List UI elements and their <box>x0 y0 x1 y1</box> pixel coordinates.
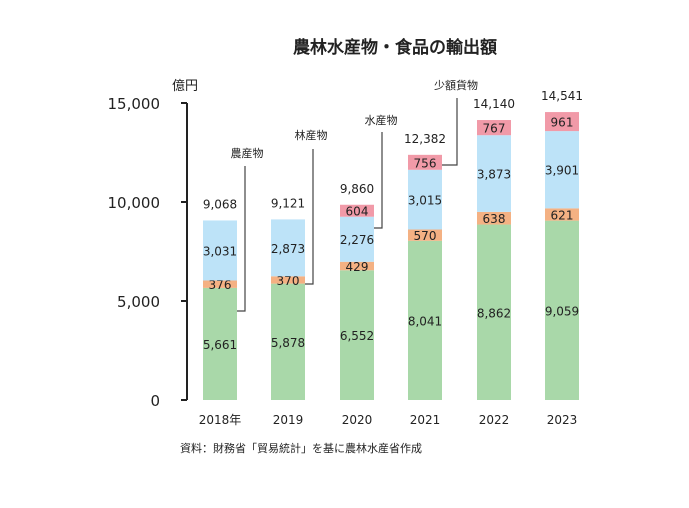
x-tick-label: 2021 <box>410 413 441 427</box>
data-label: 756 <box>414 156 437 170</box>
y-tick-label: 0 <box>150 392 160 410</box>
bar-segment <box>271 276 305 284</box>
legend-callout-line <box>442 98 458 166</box>
chart-title: 農林水産物・食品の輸出額 <box>293 37 497 58</box>
data-label: 8,862 <box>477 306 511 320</box>
data-label: 621 <box>551 208 574 222</box>
bar-segment <box>408 154 442 170</box>
y-tick-label: 10,000 <box>108 194 161 212</box>
data-label: 604 <box>346 205 369 219</box>
legend-callout-label: 農産物 <box>231 146 264 160</box>
bar-segment <box>477 120 511 136</box>
data-label: 370 <box>277 274 300 288</box>
bar-segment <box>203 280 237 288</box>
legend-callout-label: 林産物 <box>295 128 328 142</box>
legend-callout-line <box>374 132 383 229</box>
legend-callout-label: 少額貨物 <box>434 78 478 92</box>
data-label: 429 <box>346 260 369 274</box>
bar-segment <box>340 270 374 400</box>
bar-segment <box>545 220 579 400</box>
data-label: 767 <box>483 122 506 136</box>
x-tick-label: 2022 <box>479 413 510 427</box>
bar-segment <box>477 224 511 400</box>
bar-segment <box>408 240 442 400</box>
data-label: 5,878 <box>271 336 305 350</box>
data-label: 2,276 <box>340 233 374 247</box>
bar-segment <box>271 219 305 277</box>
data-label: 3,873 <box>477 168 511 182</box>
total-label: 9,860 <box>340 182 374 196</box>
data-label: 376 <box>209 278 232 292</box>
total-label: 12,382 <box>404 132 446 146</box>
bar-segment <box>340 216 374 262</box>
bar-segment <box>408 169 442 230</box>
data-label: 9,059 <box>545 304 579 318</box>
bar-segment <box>408 229 442 241</box>
legend-callout-label: 水産物 <box>365 113 398 127</box>
x-tick-label: 2023 <box>547 413 578 427</box>
data-label: 6,552 <box>340 329 374 343</box>
bar-segment <box>340 204 374 217</box>
data-label: 3,031 <box>203 244 237 258</box>
total-label: 9,121 <box>271 196 305 210</box>
data-label: 638 <box>483 212 506 226</box>
data-label: 3,015 <box>408 194 442 208</box>
x-tick-label: 2019 <box>273 413 304 427</box>
total-label: 14,541 <box>541 89 583 103</box>
bar-segment <box>545 208 579 221</box>
legend-callout-line <box>237 166 246 312</box>
data-label: 5,661 <box>203 338 237 352</box>
data-label: 8,041 <box>408 314 442 328</box>
data-label: 961 <box>551 116 574 130</box>
bar-segment <box>203 220 237 281</box>
y-axis-label: 億円 <box>172 78 198 94</box>
data-label: 2,873 <box>271 242 305 256</box>
bar-segment <box>545 131 579 209</box>
data-label: 3,901 <box>545 164 579 178</box>
total-label: 14,140 <box>473 97 515 111</box>
legend-callout-line <box>305 149 314 285</box>
bar-segment <box>271 283 305 400</box>
bar-segment <box>203 287 237 400</box>
data-label: 570 <box>414 229 437 243</box>
y-tick-label: 15,000 <box>108 95 161 113</box>
x-tick-label: 2020 <box>342 413 373 427</box>
total-label: 9,068 <box>203 197 237 211</box>
bar-segment <box>545 112 579 132</box>
x-tick-label: 2018年 <box>199 413 242 427</box>
source-note: 資料：財務省「貿易統計」を基に農林水産省作成 <box>180 441 422 455</box>
bar-segment <box>340 261 374 271</box>
y-tick-label: 5,000 <box>117 293 160 311</box>
bar-segment <box>477 135 511 212</box>
bar-segment <box>477 211 511 225</box>
